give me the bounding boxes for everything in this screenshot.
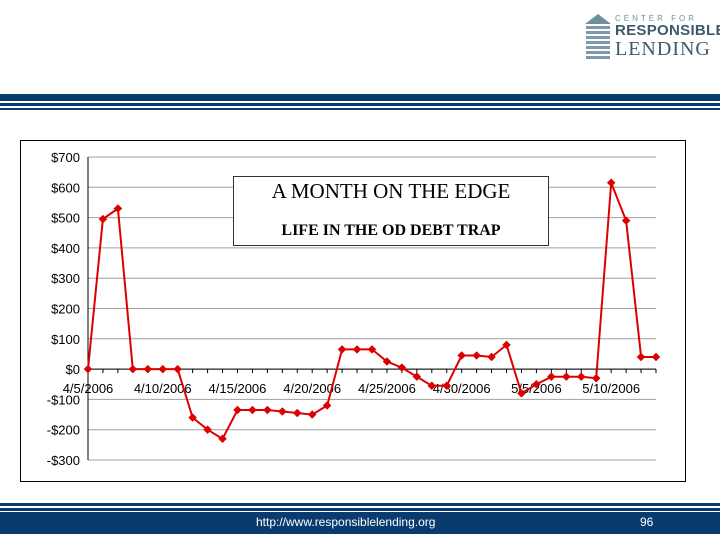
- y-tick-label: $400: [51, 241, 80, 256]
- data-point: [457, 351, 467, 360]
- header-rule: [0, 94, 720, 101]
- x-tick-label: 4/10/2006: [134, 381, 192, 396]
- header-rule: [0, 103, 720, 106]
- data-point: [591, 373, 601, 383]
- footer-rule: [0, 503, 720, 506]
- data-point: [487, 352, 496, 362]
- x-tick-label: 5/10/2006: [582, 381, 640, 396]
- data-point: [576, 372, 586, 382]
- data-point: [472, 351, 481, 360]
- x-tick-label: 4/20/2006: [283, 381, 341, 396]
- building-icon: [585, 14, 611, 59]
- data-point: [248, 405, 257, 415]
- data-point: [352, 345, 362, 354]
- data-point: [113, 204, 123, 213]
- data-point: [277, 407, 287, 416]
- y-tick-label: $500: [51, 211, 80, 226]
- data-point: [203, 425, 212, 435]
- footer-url: http://www.responsiblelending.org: [256, 515, 436, 529]
- footer-bar: http://www.responsiblelending.org 96: [0, 512, 720, 534]
- chart-title-box: A MONTH ON THE EDGE LIFE IN THE OD DEBT …: [233, 176, 549, 246]
- data-point: [128, 364, 138, 374]
- logo-text-line3: LENDING: [615, 38, 711, 60]
- data-point: [502, 340, 511, 350]
- data-point: [547, 372, 556, 382]
- page-number: 96: [640, 515, 654, 529]
- data-point: [427, 381, 437, 391]
- x-tick-label: 4/5/2006: [63, 381, 114, 396]
- data-point: [143, 364, 153, 374]
- logo-text-line1: CENTER FOR: [615, 14, 697, 23]
- data-point: [621, 216, 631, 225]
- data-point: [322, 401, 332, 410]
- data-point: [532, 379, 541, 389]
- center-for-responsible-lending-logo: CENTER FOR RESPONSIBLE LENDING: [583, 12, 720, 62]
- y-tick-label: $100: [51, 332, 80, 347]
- chart-title: A MONTH ON THE EDGE: [271, 179, 511, 203]
- y-tick-label: $700: [51, 150, 80, 165]
- data-point: [442, 381, 452, 391]
- y-tick-label: -$200: [47, 423, 80, 438]
- data-point: [173, 364, 183, 374]
- chart-subtitle: LIFE IN THE OD DEBT TRAP: [281, 222, 501, 239]
- y-tick-label: $600: [51, 180, 80, 195]
- data-point: [651, 352, 661, 362]
- footer-rule: [0, 508, 720, 511]
- data-point: [517, 388, 526, 398]
- x-tick-label: 4/30/2006: [433, 381, 491, 396]
- header-rule: [0, 108, 720, 110]
- overdraft-balance-line-chart: -$300 -$200 -$100 $0 $100 $200 $300 $400 $500 $60…: [47, 150, 661, 468]
- logo-text-line2: RESPONSIBLE: [615, 22, 720, 39]
- x-tick-label: 4/25/2006: [358, 381, 416, 396]
- data-point: [636, 352, 646, 362]
- data-point: [83, 364, 93, 374]
- data-point: [158, 364, 168, 374]
- data-point: [337, 345, 347, 354]
- data-point: [233, 405, 242, 415]
- data-point: [382, 357, 392, 366]
- data-point: [263, 405, 272, 415]
- data-point: [412, 372, 422, 382]
- data-point: [292, 408, 302, 418]
- data-point: [218, 434, 227, 444]
- y-tick-label: $300: [51, 271, 80, 286]
- y-tick-label: -$100: [47, 392, 80, 407]
- data-point: [561, 372, 571, 382]
- y-tick-label: $200: [51, 302, 80, 317]
- y-tick-label: -$300: [47, 453, 80, 468]
- x-tick-label: 4/15/2006: [209, 381, 267, 396]
- data-point: [367, 345, 377, 354]
- data-point: [606, 178, 616, 188]
- y-tick-label: $0: [66, 362, 80, 377]
- data-point: [188, 413, 197, 422]
- data-point: [98, 214, 108, 224]
- data-point: [307, 410, 317, 419]
- data-point: [397, 363, 407, 372]
